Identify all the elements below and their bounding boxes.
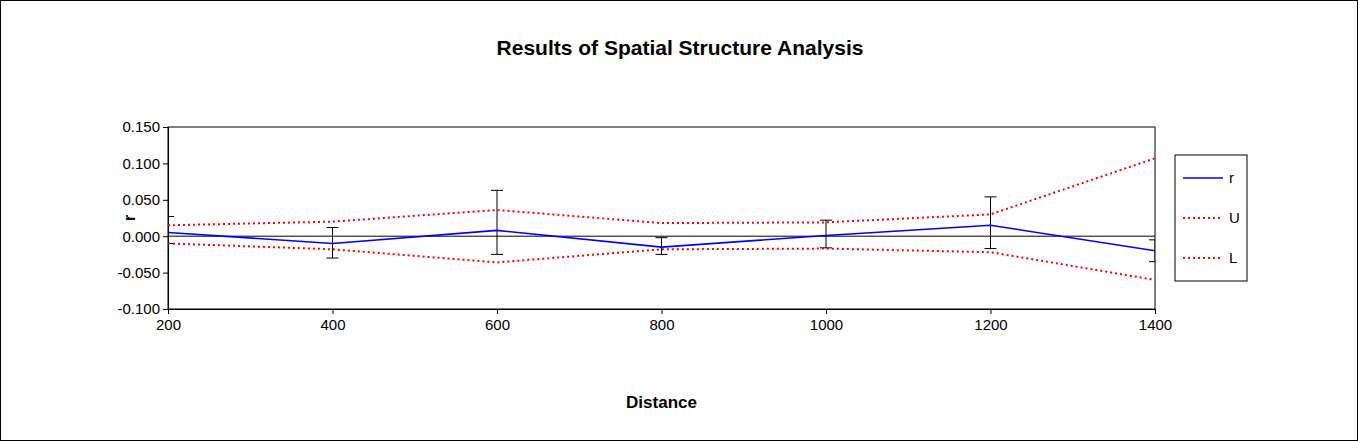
y-axis-line bbox=[163, 128, 169, 310]
y-axis: -0.100 -0.050 0.000 0.050 0.100 0.150 bbox=[117, 118, 168, 317]
error-bar-line bbox=[826, 220, 827, 248]
x-tick: 1200 bbox=[974, 309, 1007, 333]
x-tick-mark bbox=[168, 309, 169, 314]
error-bar-line bbox=[656, 237, 668, 238]
x-tick-mark bbox=[497, 309, 498, 314]
x-axis: 200 400 600 800 1000 1200 1400 bbox=[156, 309, 1172, 333]
y-tick: 0.100 bbox=[122, 155, 168, 172]
error-bar-line bbox=[1149, 261, 1155, 262]
error-bar-line bbox=[990, 197, 991, 249]
error-bar-line bbox=[168, 217, 169, 244]
x-tick-mark bbox=[333, 309, 334, 314]
x-axis-line bbox=[169, 310, 1156, 315]
x-tick: 200 bbox=[156, 309, 181, 333]
y-tick-label: 0.000 bbox=[122, 228, 160, 245]
legend-box bbox=[1175, 155, 1247, 281]
x-tick-label: 800 bbox=[649, 316, 674, 333]
x-tick: 400 bbox=[320, 309, 345, 333]
error-bar-line bbox=[820, 247, 832, 248]
error-bar-line bbox=[491, 190, 503, 191]
y-tick-label: 0.100 bbox=[122, 155, 160, 172]
error-bar-line bbox=[661, 238, 662, 255]
y-tick-label: 0.150 bbox=[122, 118, 160, 135]
error-bar bbox=[168, 217, 174, 244]
plot-frame bbox=[168, 127, 1155, 309]
y-tick-mark bbox=[163, 163, 168, 164]
y-tick-label: -0.100 bbox=[117, 300, 160, 317]
error-bar-line bbox=[327, 227, 339, 228]
chart-border bbox=[1, 1, 1358, 441]
error-bar-line bbox=[168, 216, 174, 217]
error-bar-line bbox=[1149, 239, 1155, 240]
zero-line bbox=[168, 236, 1155, 237]
error-bar-line bbox=[985, 196, 997, 197]
legend: r U L bbox=[1175, 155, 1247, 281]
x-tick-label: 1200 bbox=[974, 316, 1007, 333]
x-tick-label: 400 bbox=[320, 316, 345, 333]
y-tick-mark bbox=[163, 127, 168, 128]
series-line bbox=[168, 158, 1155, 225]
x-tick: 1000 bbox=[810, 309, 843, 333]
y-tick-label: 0.050 bbox=[122, 191, 160, 208]
chart-title: Results of Spatial Structure Analysis bbox=[497, 36, 864, 59]
error-bar-line bbox=[491, 254, 503, 255]
y-tick: 0.000 bbox=[122, 228, 168, 245]
x-axis-title: Distance bbox=[626, 393, 697, 412]
x-tick: 1400 bbox=[1139, 309, 1172, 333]
error-bar-line bbox=[497, 190, 498, 254]
y-axis-title: r bbox=[120, 214, 139, 221]
y-tick: -0.050 bbox=[117, 264, 168, 281]
error-bar-line bbox=[985, 248, 997, 249]
series-line bbox=[168, 225, 1155, 250]
x-tick-label: 200 bbox=[156, 316, 181, 333]
plot-area bbox=[168, 158, 1155, 280]
y-tick-label: -0.050 bbox=[117, 264, 160, 281]
x-tick-mark bbox=[826, 309, 827, 314]
error-bar bbox=[820, 220, 832, 248]
legend-swatch bbox=[1183, 177, 1223, 179]
error-bar-line bbox=[327, 258, 339, 259]
x-tick-mark bbox=[991, 309, 992, 314]
legend-label: U bbox=[1229, 209, 1240, 226]
y-tick: 0.150 bbox=[122, 118, 168, 135]
x-tick-label: 1400 bbox=[1139, 316, 1172, 333]
x-tick-label: 1000 bbox=[810, 316, 843, 333]
error-bar-line bbox=[820, 220, 832, 221]
y-tick-mark bbox=[163, 309, 168, 310]
series-line bbox=[168, 243, 1155, 279]
x-tick: 800 bbox=[649, 309, 674, 333]
y-tick: 0.050 bbox=[122, 191, 168, 208]
x-tick-label: 600 bbox=[485, 316, 510, 333]
x-tick-mark bbox=[662, 309, 663, 314]
chart: Results of Spatial Structure Analysis -0.… bbox=[0, 0, 1358, 441]
y-tick-mark bbox=[163, 200, 168, 201]
error-bar bbox=[491, 190, 503, 254]
x-tick: 600 bbox=[485, 309, 510, 333]
legend-label: r bbox=[1229, 169, 1234, 186]
legend-swatch bbox=[1183, 257, 1223, 259]
error-bar-line bbox=[656, 254, 668, 255]
error-bar bbox=[985, 197, 997, 249]
y-tick-mark bbox=[163, 273, 168, 274]
legend-swatch bbox=[1183, 217, 1223, 219]
legend-label: L bbox=[1229, 249, 1237, 266]
x-tick-mark bbox=[1155, 309, 1156, 314]
y-tick-mark bbox=[163, 236, 168, 237]
